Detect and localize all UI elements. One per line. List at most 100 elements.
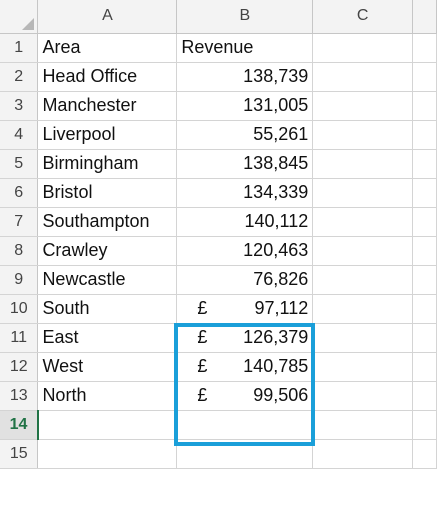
revenue-value: 126,379 [243,327,309,347]
cell-b[interactable] [176,439,314,469]
row-header[interactable]: 9 [0,265,39,295]
cell-b[interactable]: 140,112 [176,207,314,237]
cell-a[interactable]: West [37,352,178,382]
cell-b[interactable]: £140,785 [176,352,314,382]
cell-b[interactable]: 131,005 [176,91,314,121]
cell-b[interactable]: 138,739 [176,62,314,92]
row-header[interactable]: 11 [0,323,39,353]
cell-d[interactable] [412,439,437,469]
row-header[interactable]: 5 [0,149,39,179]
cell-d[interactable] [412,178,437,208]
column-header-b[interactable]: B [176,0,314,34]
cell-a[interactable]: Crawley [37,236,178,266]
cell-d[interactable] [412,207,437,237]
cell-d[interactable] [412,33,437,63]
cell-d[interactable] [412,62,437,92]
row-header[interactable]: 14 [0,410,39,440]
row-header[interactable]: 3 [0,91,39,121]
currency-symbol: £ [197,327,208,347]
currency-value: £97,112 [181,298,311,319]
cell-c[interactable] [312,381,414,411]
table-row: 14 [0,410,437,440]
cell-c[interactable] [312,120,414,150]
column-header-c[interactable]: C [312,0,414,34]
cell-d[interactable] [412,294,437,324]
row-header[interactable]: 8 [0,236,39,266]
currency-symbol: £ [197,385,208,405]
row-header[interactable]: 1 [0,33,39,63]
cell-c[interactable] [312,294,414,324]
cell-c[interactable] [312,265,414,295]
cell-a[interactable]: Head Office [37,62,178,92]
cell-c[interactable] [312,178,414,208]
cell-a[interactable]: Southampton [37,207,178,237]
cell-c[interactable] [312,62,414,92]
currency-value: £126,379 [181,327,311,348]
cell-b[interactable] [176,410,314,440]
cell-b[interactable]: £97,112 [176,294,314,324]
table-row: 12 West £140,785 [0,352,437,382]
currency-symbol: £ [197,356,208,376]
table-row: 1 Area Revenue [0,33,437,63]
cell-c[interactable] [312,91,414,121]
cell-c[interactable] [312,439,414,469]
cell-b[interactable]: 138,845 [176,149,314,179]
revenue-value: 99,506 [253,385,309,405]
table-row: 2 Head Office 138,739 [0,62,437,92]
cell-d[interactable] [412,236,437,266]
cell-d[interactable] [412,352,437,382]
cell-d[interactable] [412,91,437,121]
cell-b[interactable]: 134,339 [176,178,314,208]
cell-b[interactable]: £126,379 [176,323,314,353]
cell-a[interactable]: Newcastle [37,265,178,295]
cell-d[interactable] [412,265,437,295]
cell-b[interactable]: £99,506 [176,381,314,411]
table-row: 9 Newcastle 76,826 [0,265,437,295]
table-row: 6 Bristol 134,339 [0,178,437,208]
table-row: 4 Liverpool 55,261 [0,120,437,150]
row-header[interactable]: 2 [0,62,39,92]
cell-b[interactable]: Revenue [176,33,314,63]
table-row: 3 Manchester 131,005 [0,91,437,121]
row-header[interactable]: 10 [0,294,39,324]
cell-grid: A B C 1 Area Revenue 2 Head Office 138,739 3 Ma… [0,0,437,469]
cell-c[interactable] [312,33,414,63]
row-header[interactable]: 4 [0,120,39,150]
column-header-a[interactable]: A [37,0,178,34]
cell-a[interactable]: North [37,381,178,411]
cell-b[interactable]: 120,463 [176,236,314,266]
cell-d[interactable] [412,120,437,150]
cell-a[interactable]: Birmingham [37,149,178,179]
currency-value: £99,506 [181,385,311,406]
row-header[interactable]: 6 [0,178,39,208]
cell-d[interactable] [412,323,437,353]
cell-c[interactable] [312,236,414,266]
currency-symbol: £ [197,298,208,318]
cell-c[interactable] [312,207,414,237]
cell-d[interactable] [412,381,437,411]
row-header[interactable]: 12 [0,352,39,382]
cell-b[interactable]: 55,261 [176,120,314,150]
cell-c[interactable] [312,410,414,440]
column-header-d[interactable] [412,0,437,34]
row-header[interactable]: 15 [0,439,39,469]
table-row: 15 [0,439,437,469]
cell-a[interactable]: Manchester [37,91,178,121]
row-header[interactable]: 13 [0,381,39,411]
cell-c[interactable] [312,352,414,382]
cell-a[interactable] [37,439,178,469]
table-row: 13 North £99,506 [0,381,437,411]
cell-a[interactable]: Area [37,33,178,63]
cell-b[interactable]: 76,826 [176,265,314,295]
cell-a[interactable]: South [37,294,178,324]
cell-d[interactable] [412,149,437,179]
cell-c[interactable] [312,149,414,179]
row-header[interactable]: 7 [0,207,39,237]
cell-d[interactable] [412,410,437,440]
cell-a[interactable]: Bristol [37,178,178,208]
cell-a[interactable] [37,410,178,440]
cell-a[interactable]: Liverpool [37,120,178,150]
select-all-button[interactable] [0,0,39,34]
cell-c[interactable] [312,323,414,353]
cell-a[interactable]: East [37,323,178,353]
